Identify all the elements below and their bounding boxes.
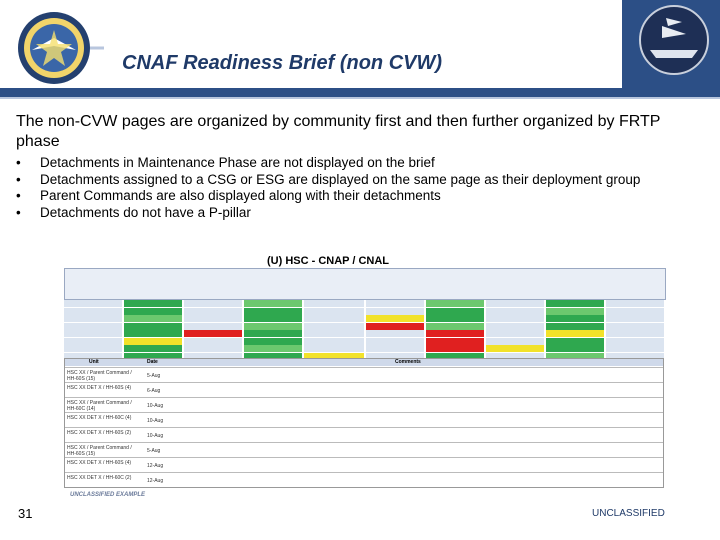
slide-header: CNAF Readiness Brief (non CVW)	[0, 0, 720, 99]
unit-cell: HSC XX / Parent Command / HH-60S (15)	[67, 370, 132, 382]
bullet-item: Detachments assigned to a CSG or ESG are…	[16, 172, 706, 189]
date-cell: 6-Aug	[147, 388, 161, 394]
intro-text: The non-CVW pages are organized by commu…	[16, 113, 661, 150]
table-row: HSC XX / Parent Command / HH-60S (15) 5-A…	[65, 442, 663, 457]
table-row: HSC XX / Parent Command / HH-60C (14) 10-…	[65, 397, 663, 412]
naval-seal-icon	[18, 12, 104, 84]
unit-cell: HSC XX DET X / HH-60S (2)	[67, 430, 132, 436]
table-row: HSC XX / Parent Command / HH-60S (15) 5-A…	[65, 367, 663, 382]
table-row: HSC XX DET X / HH-60S (2) 10-Aug	[65, 427, 663, 442]
header-bar	[0, 88, 720, 97]
date-cell: 12-Aug	[147, 478, 164, 484]
table-row: HSC XX DET X / HH-60S (4) 6-Aug	[65, 382, 663, 397]
grid-header-band	[64, 268, 666, 300]
date-cell: 5-Aug	[147, 448, 161, 454]
unit-cell: HSC XX / Parent Command / HH-60C (14)	[67, 400, 132, 412]
date-cell: 10-Aug	[147, 418, 164, 424]
date-cell: 12-Aug	[147, 463, 164, 469]
date-cell: 10-Aug	[147, 433, 164, 439]
bullet-item: Parent Commands are also displayed along…	[16, 188, 706, 205]
date-cell: 10-Aug	[147, 403, 164, 409]
page-number: 31	[18, 506, 33, 521]
header-rule	[0, 97, 720, 99]
bullet-list: Detachments in Maintenance Phase are not…	[16, 155, 706, 221]
classification-label: UNCLASSIFIED	[592, 508, 665, 519]
col-header: Unit	[89, 359, 99, 365]
unit-cell: HSC XX DET X / HH-60S (4)	[67, 385, 132, 391]
comments-table: Unit Date Comments HSC XX / Parent Comma…	[64, 358, 664, 488]
page-title: CNAF Readiness Brief (non CVW)	[122, 52, 443, 74]
unit-cell: HSC XX DET X / HH-60S (4)	[67, 460, 132, 466]
table-title: (U) HSC - CNAP / CNAL	[267, 255, 390, 267]
col-header: Comments	[395, 359, 421, 365]
comments-header: Unit Date Comments	[65, 359, 663, 366]
date-cell: 5-Aug	[147, 373, 161, 379]
bullet-item: Detachments in Maintenance Phase are not…	[16, 155, 706, 172]
bullet-item: Detachments do not have a P-pillar	[16, 205, 706, 222]
table-row: HSC XX DET X / HH-60C (4) 10-Aug	[65, 412, 663, 427]
unit-cell: HSC XX / Parent Command / HH-60S (15)	[67, 445, 132, 457]
unit-cell: HSC XX DET X / HH-60C (4)	[67, 415, 132, 421]
col-header: Date	[147, 359, 158, 365]
readiness-grid	[64, 268, 696, 361]
unit-cell: HSC XX DET X / HH-60C (2)	[67, 475, 132, 481]
unclassified-example-label: UNCLASSIFIED EXAMPLE	[70, 492, 146, 498]
table-row: HSC XX DET X / HH-60S (4) 12-Aug	[65, 457, 663, 472]
table-row: HSC XX DET X / HH-60C (2) 12-Aug	[65, 472, 663, 487]
carrier-emblem-icon	[622, 0, 720, 88]
